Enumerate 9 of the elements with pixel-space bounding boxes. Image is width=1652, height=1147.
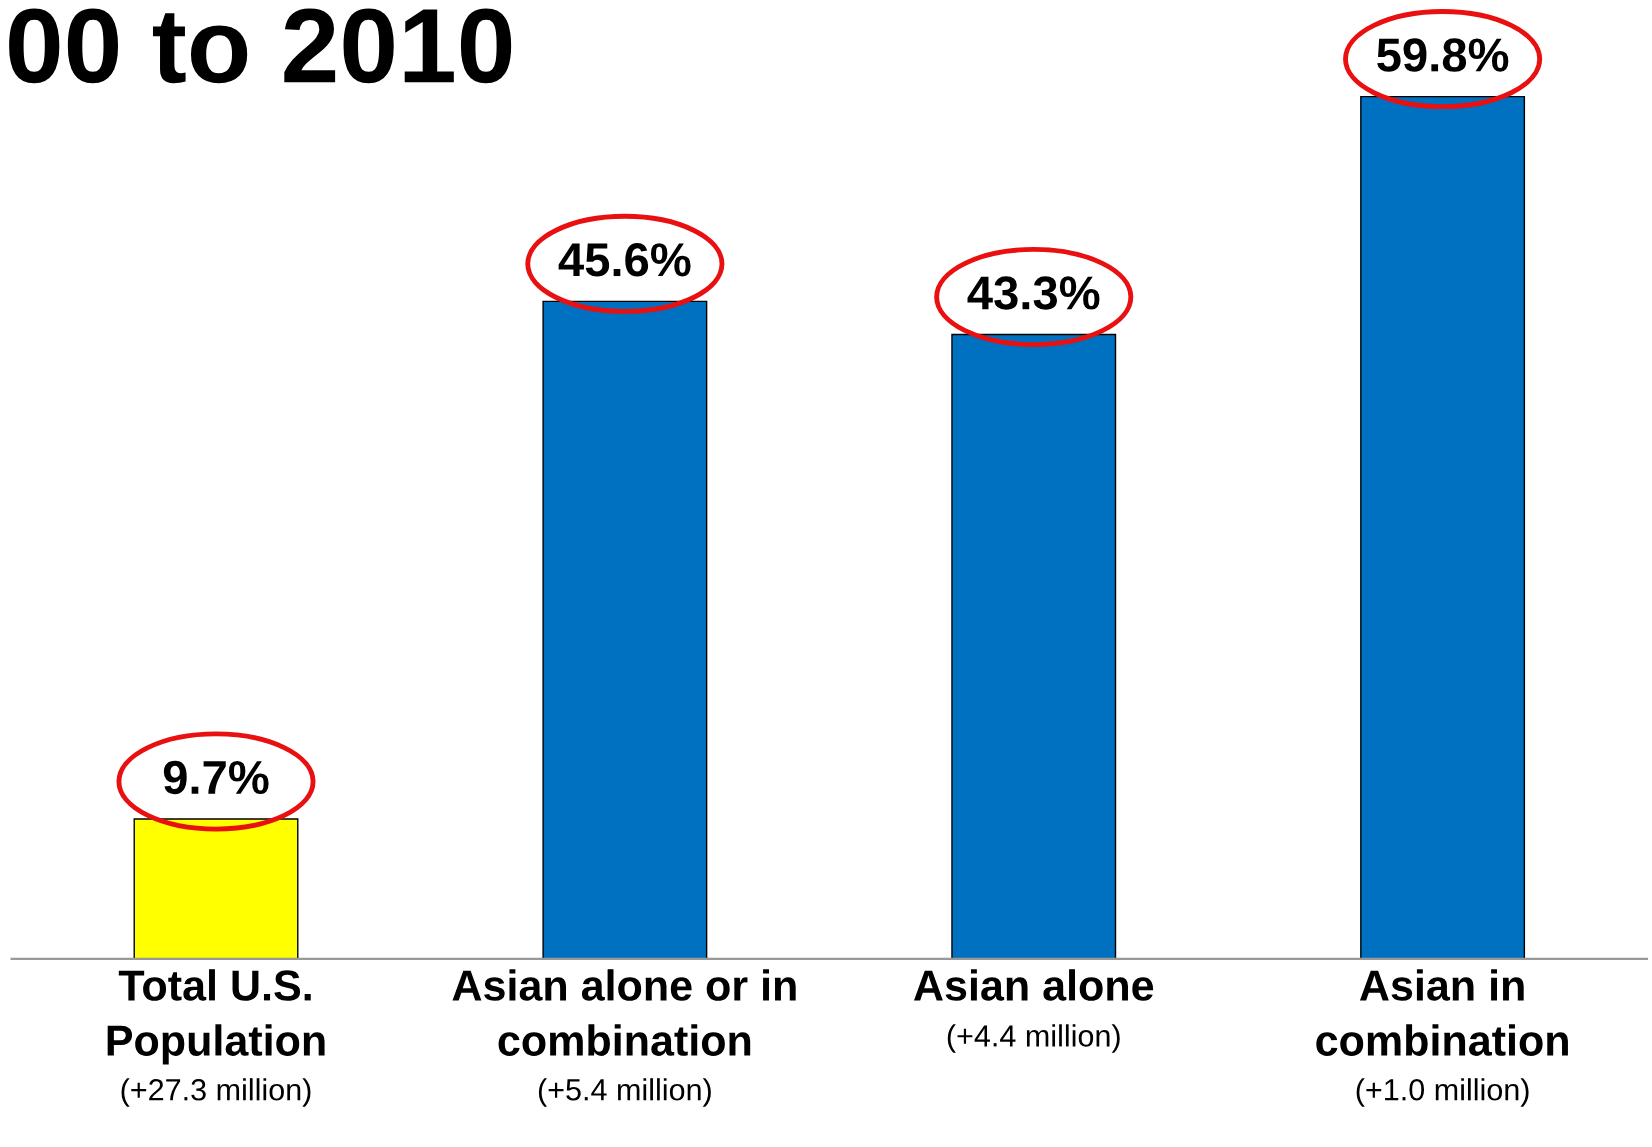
data-label: 45.6% (558, 243, 691, 277)
data-label: 9.7% (163, 760, 269, 795)
x-tick-label: Asian in combination (+1.0 million) (1316, 969, 1568, 1107)
x-tick-label: Asian alone (+4.4 million) (913, 969, 1154, 1053)
x-tick-label: Total U.S. Population (+27.3 million) (107, 969, 325, 1107)
data-label: 43.3% (967, 276, 1100, 310)
x-tick-label: Asian alone or in combination (+5.4 million) (452, 969, 796, 1107)
data-label: 59.8% (1377, 38, 1509, 72)
chart-title: 00 to 2010 (9, 8, 512, 84)
